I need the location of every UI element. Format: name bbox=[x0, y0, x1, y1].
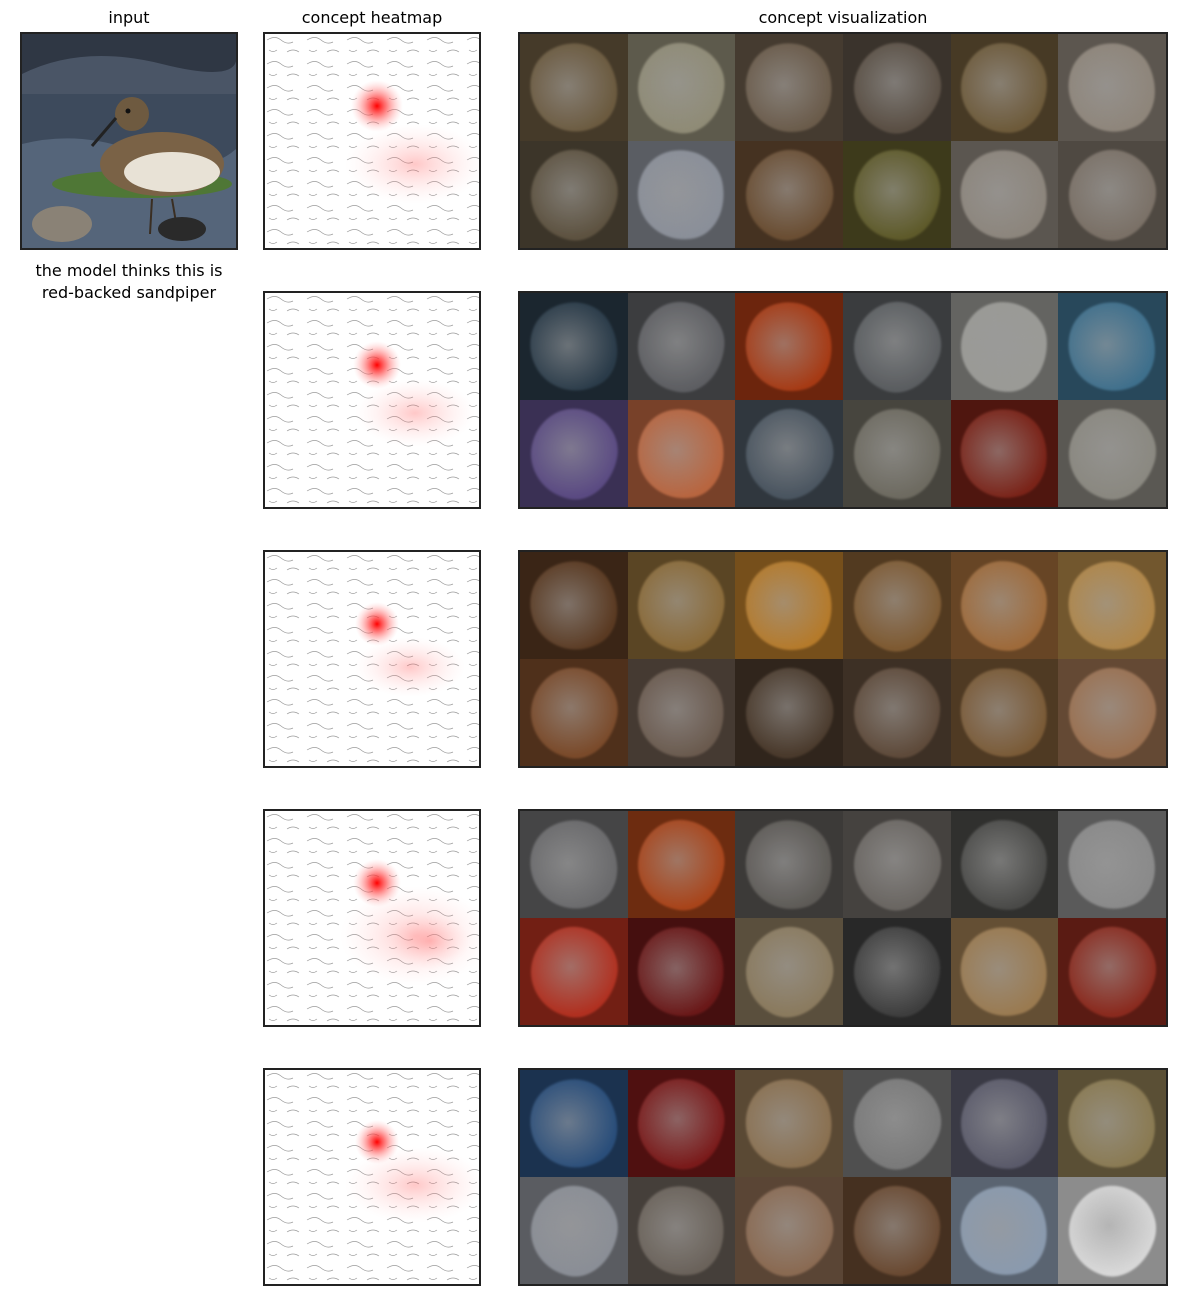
concept-example-image bbox=[950, 293, 1059, 400]
concept-example-image bbox=[520, 293, 628, 400]
concept-example-image bbox=[1058, 34, 1166, 141]
concept-example-image bbox=[842, 811, 951, 918]
concept-example-image bbox=[520, 552, 628, 659]
concept-example-image bbox=[627, 1070, 736, 1177]
concept-example-image bbox=[842, 1070, 951, 1177]
concept-example-image bbox=[627, 34, 736, 141]
concept-example-image bbox=[627, 659, 736, 766]
concept-example-image bbox=[735, 34, 843, 141]
visualization-title: concept visualization bbox=[758, 8, 928, 27]
concept-example-image bbox=[735, 659, 843, 766]
concept-example-image bbox=[520, 1177, 628, 1284]
concept-example-image bbox=[520, 918, 628, 1025]
concept-example-image bbox=[842, 918, 951, 1025]
heatmap-title: concept heatmap bbox=[301, 8, 443, 27]
caption-line-2: red-backed sandpiper bbox=[41, 283, 217, 302]
concept-example-image bbox=[627, 141, 736, 248]
concept-example-image bbox=[950, 34, 1059, 141]
concept-heatmap-5 bbox=[263, 1068, 481, 1286]
concept-visualization-1 bbox=[518, 32, 1168, 250]
concept-visualization-5 bbox=[518, 1068, 1168, 1286]
concept-example-image bbox=[842, 400, 951, 507]
concept-example-image bbox=[520, 141, 628, 248]
concept-visualization-3 bbox=[518, 550, 1168, 768]
concept-example-image bbox=[842, 1177, 951, 1284]
concept-example-image bbox=[520, 659, 628, 766]
concept-heatmap-2 bbox=[263, 291, 481, 509]
concept-heatmap-4 bbox=[263, 809, 481, 1027]
concept-example-image bbox=[627, 811, 736, 918]
concept-example-image bbox=[1058, 293, 1166, 400]
concept-example-image bbox=[627, 552, 736, 659]
concept-example-image bbox=[1058, 918, 1166, 1025]
concept-example-image bbox=[842, 141, 951, 248]
sandpiper-photo bbox=[22, 34, 236, 248]
concept-example-image bbox=[627, 1177, 736, 1284]
concept-example-image bbox=[520, 34, 628, 141]
concept-example-image bbox=[520, 811, 628, 918]
concept-example-image bbox=[1058, 659, 1166, 766]
concept-visualization-2 bbox=[518, 291, 1168, 509]
concept-example-image bbox=[1058, 141, 1166, 248]
concept-example-image bbox=[627, 400, 736, 507]
concept-example-image bbox=[950, 659, 1059, 766]
concept-example-image bbox=[950, 811, 1059, 918]
concept-example-image bbox=[1058, 1070, 1166, 1177]
concept-example-image bbox=[627, 918, 736, 1025]
concept-example-image bbox=[842, 34, 951, 141]
concept-example-image bbox=[950, 141, 1059, 248]
concept-example-image bbox=[1058, 1177, 1166, 1284]
concept-example-image bbox=[735, 1177, 843, 1284]
concept-example-image bbox=[950, 552, 1059, 659]
concept-example-image bbox=[950, 400, 1059, 507]
input-title: input bbox=[108, 8, 150, 27]
concept-example-image bbox=[735, 141, 843, 248]
concept-example-image bbox=[735, 552, 843, 659]
prediction-caption: the model thinks this is red-backed sand… bbox=[0, 260, 258, 304]
concept-visualization-4 bbox=[518, 809, 1168, 1027]
input-image bbox=[20, 32, 238, 250]
caption-line-1: the model thinks this is bbox=[35, 261, 223, 280]
concept-example-image bbox=[950, 1177, 1059, 1284]
concept-example-image bbox=[735, 1070, 843, 1177]
concept-example-image bbox=[735, 400, 843, 507]
concept-example-image bbox=[520, 400, 628, 507]
concept-example-image bbox=[950, 1070, 1059, 1177]
concept-example-image bbox=[1058, 811, 1166, 918]
concept-example-image bbox=[1058, 552, 1166, 659]
concept-example-image bbox=[735, 811, 843, 918]
concept-example-image bbox=[1058, 400, 1166, 507]
concept-example-image bbox=[842, 552, 951, 659]
concept-example-image bbox=[735, 293, 843, 400]
concept-heatmap-3 bbox=[263, 550, 481, 768]
concept-example-image bbox=[842, 293, 951, 400]
concept-example-image bbox=[627, 293, 736, 400]
concept-heatmap-1 bbox=[263, 32, 481, 250]
concept-example-image bbox=[950, 918, 1059, 1025]
concept-example-image bbox=[842, 659, 951, 766]
concept-example-image bbox=[735, 918, 843, 1025]
concept-example-image bbox=[520, 1070, 628, 1177]
